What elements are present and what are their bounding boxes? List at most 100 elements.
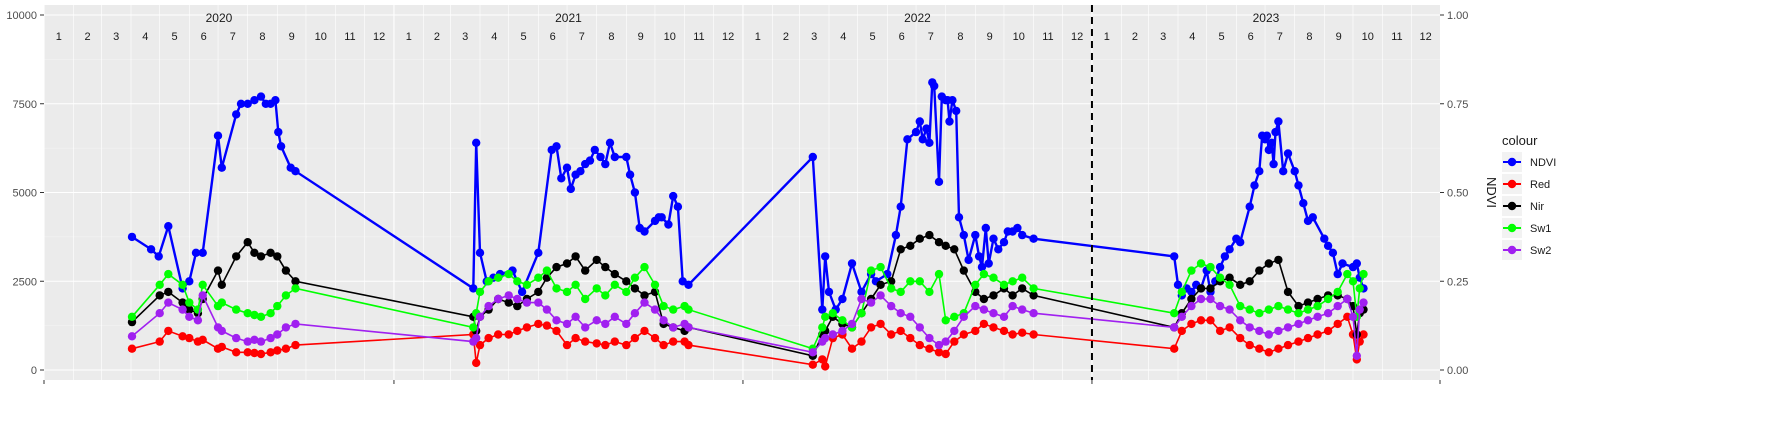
data-point	[475, 340, 485, 350]
data-point	[571, 333, 580, 343]
data-point	[808, 152, 817, 162]
data-point	[1274, 326, 1283, 336]
data-point	[1018, 305, 1027, 314]
data-point	[1303, 305, 1313, 314]
data-point	[1294, 181, 1303, 190]
data-point	[178, 298, 187, 307]
data-point	[232, 333, 241, 343]
data-point	[1313, 294, 1322, 304]
data-point	[562, 163, 572, 172]
data-point	[896, 287, 905, 297]
data-point	[906, 312, 915, 321]
data-point	[934, 177, 944, 186]
data-point	[1177, 312, 1187, 321]
data-point	[178, 280, 187, 289]
data-point	[291, 284, 300, 293]
data-point	[472, 138, 481, 147]
data-point	[847, 259, 857, 268]
data-point	[273, 252, 282, 261]
data-point	[876, 280, 885, 289]
data-point	[934, 348, 944, 357]
data-point	[469, 323, 478, 332]
month-label: 1	[406, 31, 412, 43]
data-point	[601, 291, 610, 300]
data-point	[217, 298, 226, 307]
month-label: 12	[373, 31, 385, 43]
data-point	[934, 238, 944, 247]
data-point	[1018, 328, 1027, 337]
month-label: 1	[1104, 31, 1110, 43]
data-point	[193, 316, 203, 325]
data-point	[684, 323, 693, 332]
month-label: 2	[783, 31, 789, 43]
y2-tick-label: 0.75	[1447, 99, 1468, 111]
data-point	[571, 312, 580, 321]
month-label: 8	[259, 31, 265, 43]
data-point	[971, 230, 980, 240]
month-label: 5	[1218, 31, 1224, 43]
month-label: 6	[550, 31, 556, 43]
data-point	[185, 305, 194, 314]
data-point	[127, 312, 137, 321]
data-point	[622, 152, 631, 162]
month-label: 7	[579, 31, 585, 43]
data-point	[630, 309, 640, 318]
data-point	[821, 333, 830, 343]
data-point	[601, 262, 610, 272]
data-point	[291, 319, 300, 329]
data-point	[243, 238, 252, 247]
data-point	[640, 291, 649, 300]
data-point	[979, 319, 989, 329]
data-point	[217, 163, 226, 172]
data-point	[979, 269, 989, 279]
data-point	[552, 142, 561, 151]
data-point	[494, 294, 503, 304]
data-point	[1013, 223, 1022, 233]
data-point	[659, 301, 668, 311]
data-point	[896, 326, 905, 336]
data-point	[232, 305, 241, 314]
data-point	[622, 277, 631, 286]
data-point	[1008, 301, 1017, 311]
y-tick-label: 5000	[13, 188, 37, 200]
month-label: 5	[869, 31, 875, 43]
data-point	[979, 305, 989, 314]
data-point	[1264, 259, 1274, 268]
data-point	[989, 273, 998, 282]
data-point	[281, 291, 291, 300]
data-point	[1250, 181, 1259, 190]
data-point	[1245, 277, 1254, 286]
data-point	[1320, 234, 1329, 243]
data-point	[198, 280, 207, 289]
data-point	[684, 280, 693, 289]
data-point	[522, 280, 532, 289]
month-label: 5	[171, 31, 177, 43]
data-point	[1187, 319, 1196, 329]
data-point	[1323, 241, 1333, 250]
data-point	[494, 330, 503, 339]
month-label: 4	[1189, 31, 1195, 43]
data-point	[950, 337, 959, 346]
data-point	[1262, 131, 1272, 140]
data-point	[838, 326, 847, 336]
data-point	[185, 298, 194, 307]
data-point	[610, 280, 619, 289]
data-point	[472, 358, 481, 368]
data-point	[989, 234, 998, 243]
data-point	[857, 309, 866, 318]
month-strip: 1 2 3 4 5 6 7 8 9 10 11 12 1 2 3 4 5 6 7 8 9 10 11 12 1 2 3 4 5 6 7 8 9 1…	[56, 31, 1432, 43]
data-point	[1236, 301, 1245, 311]
data-point	[1359, 330, 1368, 339]
data-point	[1008, 291, 1017, 300]
data-point	[127, 232, 137, 242]
data-point	[915, 340, 924, 350]
data-point	[1245, 202, 1254, 211]
data-point	[1008, 330, 1017, 339]
data-point	[178, 332, 187, 341]
month-label: 6	[201, 31, 207, 43]
data-point	[925, 344, 934, 353]
data-point	[198, 335, 207, 344]
data-point	[1274, 344, 1283, 353]
y2-axis-title: NDVI	[1484, 177, 1499, 208]
